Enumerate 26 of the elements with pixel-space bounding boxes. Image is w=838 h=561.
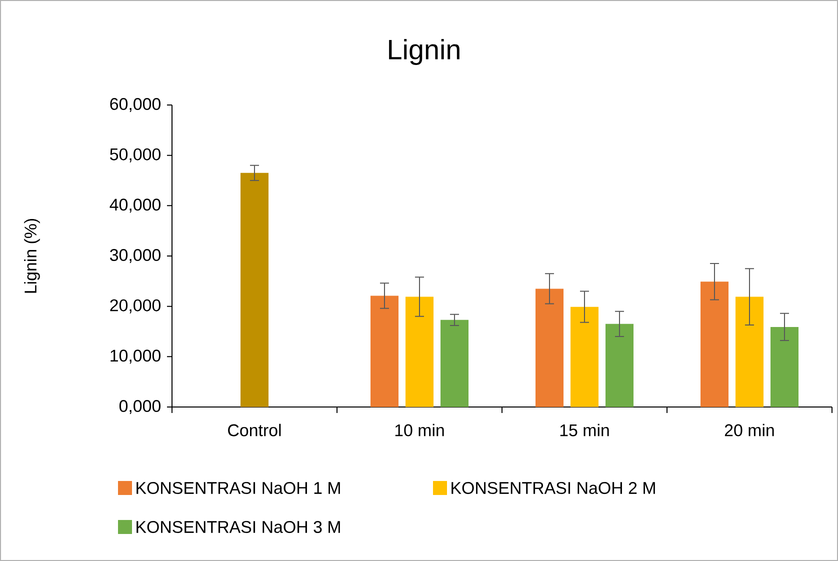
y-tick-label: 50,000 bbox=[110, 148, 160, 162]
legend-label: KONSENTRASI NaOH 1 M bbox=[136, 482, 340, 494]
x-tick-label: 15 min bbox=[560, 424, 609, 436]
x-tick-label: 10 min bbox=[395, 424, 444, 436]
y-tick-label: 0,000 bbox=[119, 400, 161, 414]
bar bbox=[736, 296, 764, 407]
y-tick-label: 40,000 bbox=[110, 198, 160, 213]
bar bbox=[536, 288, 564, 407]
legend-label: KONSENTRASI NaOH 2 M bbox=[452, 482, 655, 494]
bar bbox=[240, 172, 269, 407]
bar bbox=[770, 326, 799, 407]
x-tick-label: 20 min bbox=[724, 424, 774, 436]
y-tick-label: 20,000 bbox=[110, 299, 160, 314]
y-tick-label: 10,000 bbox=[110, 350, 160, 364]
bar bbox=[606, 324, 634, 407]
y-tick-label: 60,000 bbox=[110, 98, 160, 112]
bar bbox=[406, 296, 434, 407]
bar bbox=[370, 296, 399, 407]
x-tick-label: Control bbox=[228, 424, 281, 436]
legend-label: KONSENTRASI NaOH 3 M bbox=[136, 520, 340, 533]
bar bbox=[570, 306, 599, 407]
bar bbox=[700, 282, 729, 407]
chart-title: Lignin bbox=[389, 39, 460, 65]
y-axis-title: Lignin (%) bbox=[24, 218, 40, 293]
y-tick-label: 30,000 bbox=[110, 248, 160, 263]
bar bbox=[440, 320, 469, 407]
